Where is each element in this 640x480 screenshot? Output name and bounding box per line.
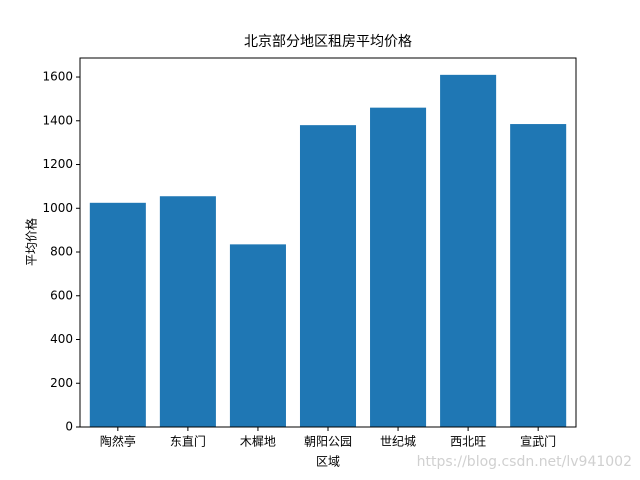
x-tick-label: 木樨地 <box>240 435 276 449</box>
bar <box>370 107 427 428</box>
y-tick-label: 600 <box>50 288 73 302</box>
y-tick-label: 0 <box>65 420 73 434</box>
plot-frame <box>79 57 577 428</box>
bar <box>299 125 357 427</box>
x-tick-label: 陶然亭 <box>100 434 136 449</box>
y-tick-label: 200 <box>50 376 73 390</box>
x-tick-label: 朝阳公园 <box>304 435 352 449</box>
chart-title: 北京部分地区租房平均价格 <box>244 34 412 50</box>
x-tick-label: 宣武门 <box>520 434 556 449</box>
bar <box>89 202 146 427</box>
x-tick-label: 东直门 <box>170 434 206 449</box>
y-tick-label: 1200 <box>42 157 73 171</box>
bar <box>159 196 216 427</box>
x-tick-label: 西北旺 <box>450 435 486 449</box>
y-tick-label: 800 <box>50 245 73 259</box>
y-tick-label: 400 <box>50 332 73 346</box>
bar <box>440 74 497 428</box>
y-tick-label: 1000 <box>42 201 73 215</box>
bar <box>510 124 567 427</box>
x-axis-label: 区域 <box>316 455 340 469</box>
y-axis-label: 平均价格 <box>24 218 39 266</box>
x-tick-label: 世纪城 <box>380 435 416 449</box>
y-tick-label: 1600 <box>42 70 73 84</box>
bar <box>229 244 286 427</box>
watermark: https://blog.csdn.net/lv941002 <box>417 454 632 470</box>
y-tick-label: 1400 <box>42 113 73 127</box>
